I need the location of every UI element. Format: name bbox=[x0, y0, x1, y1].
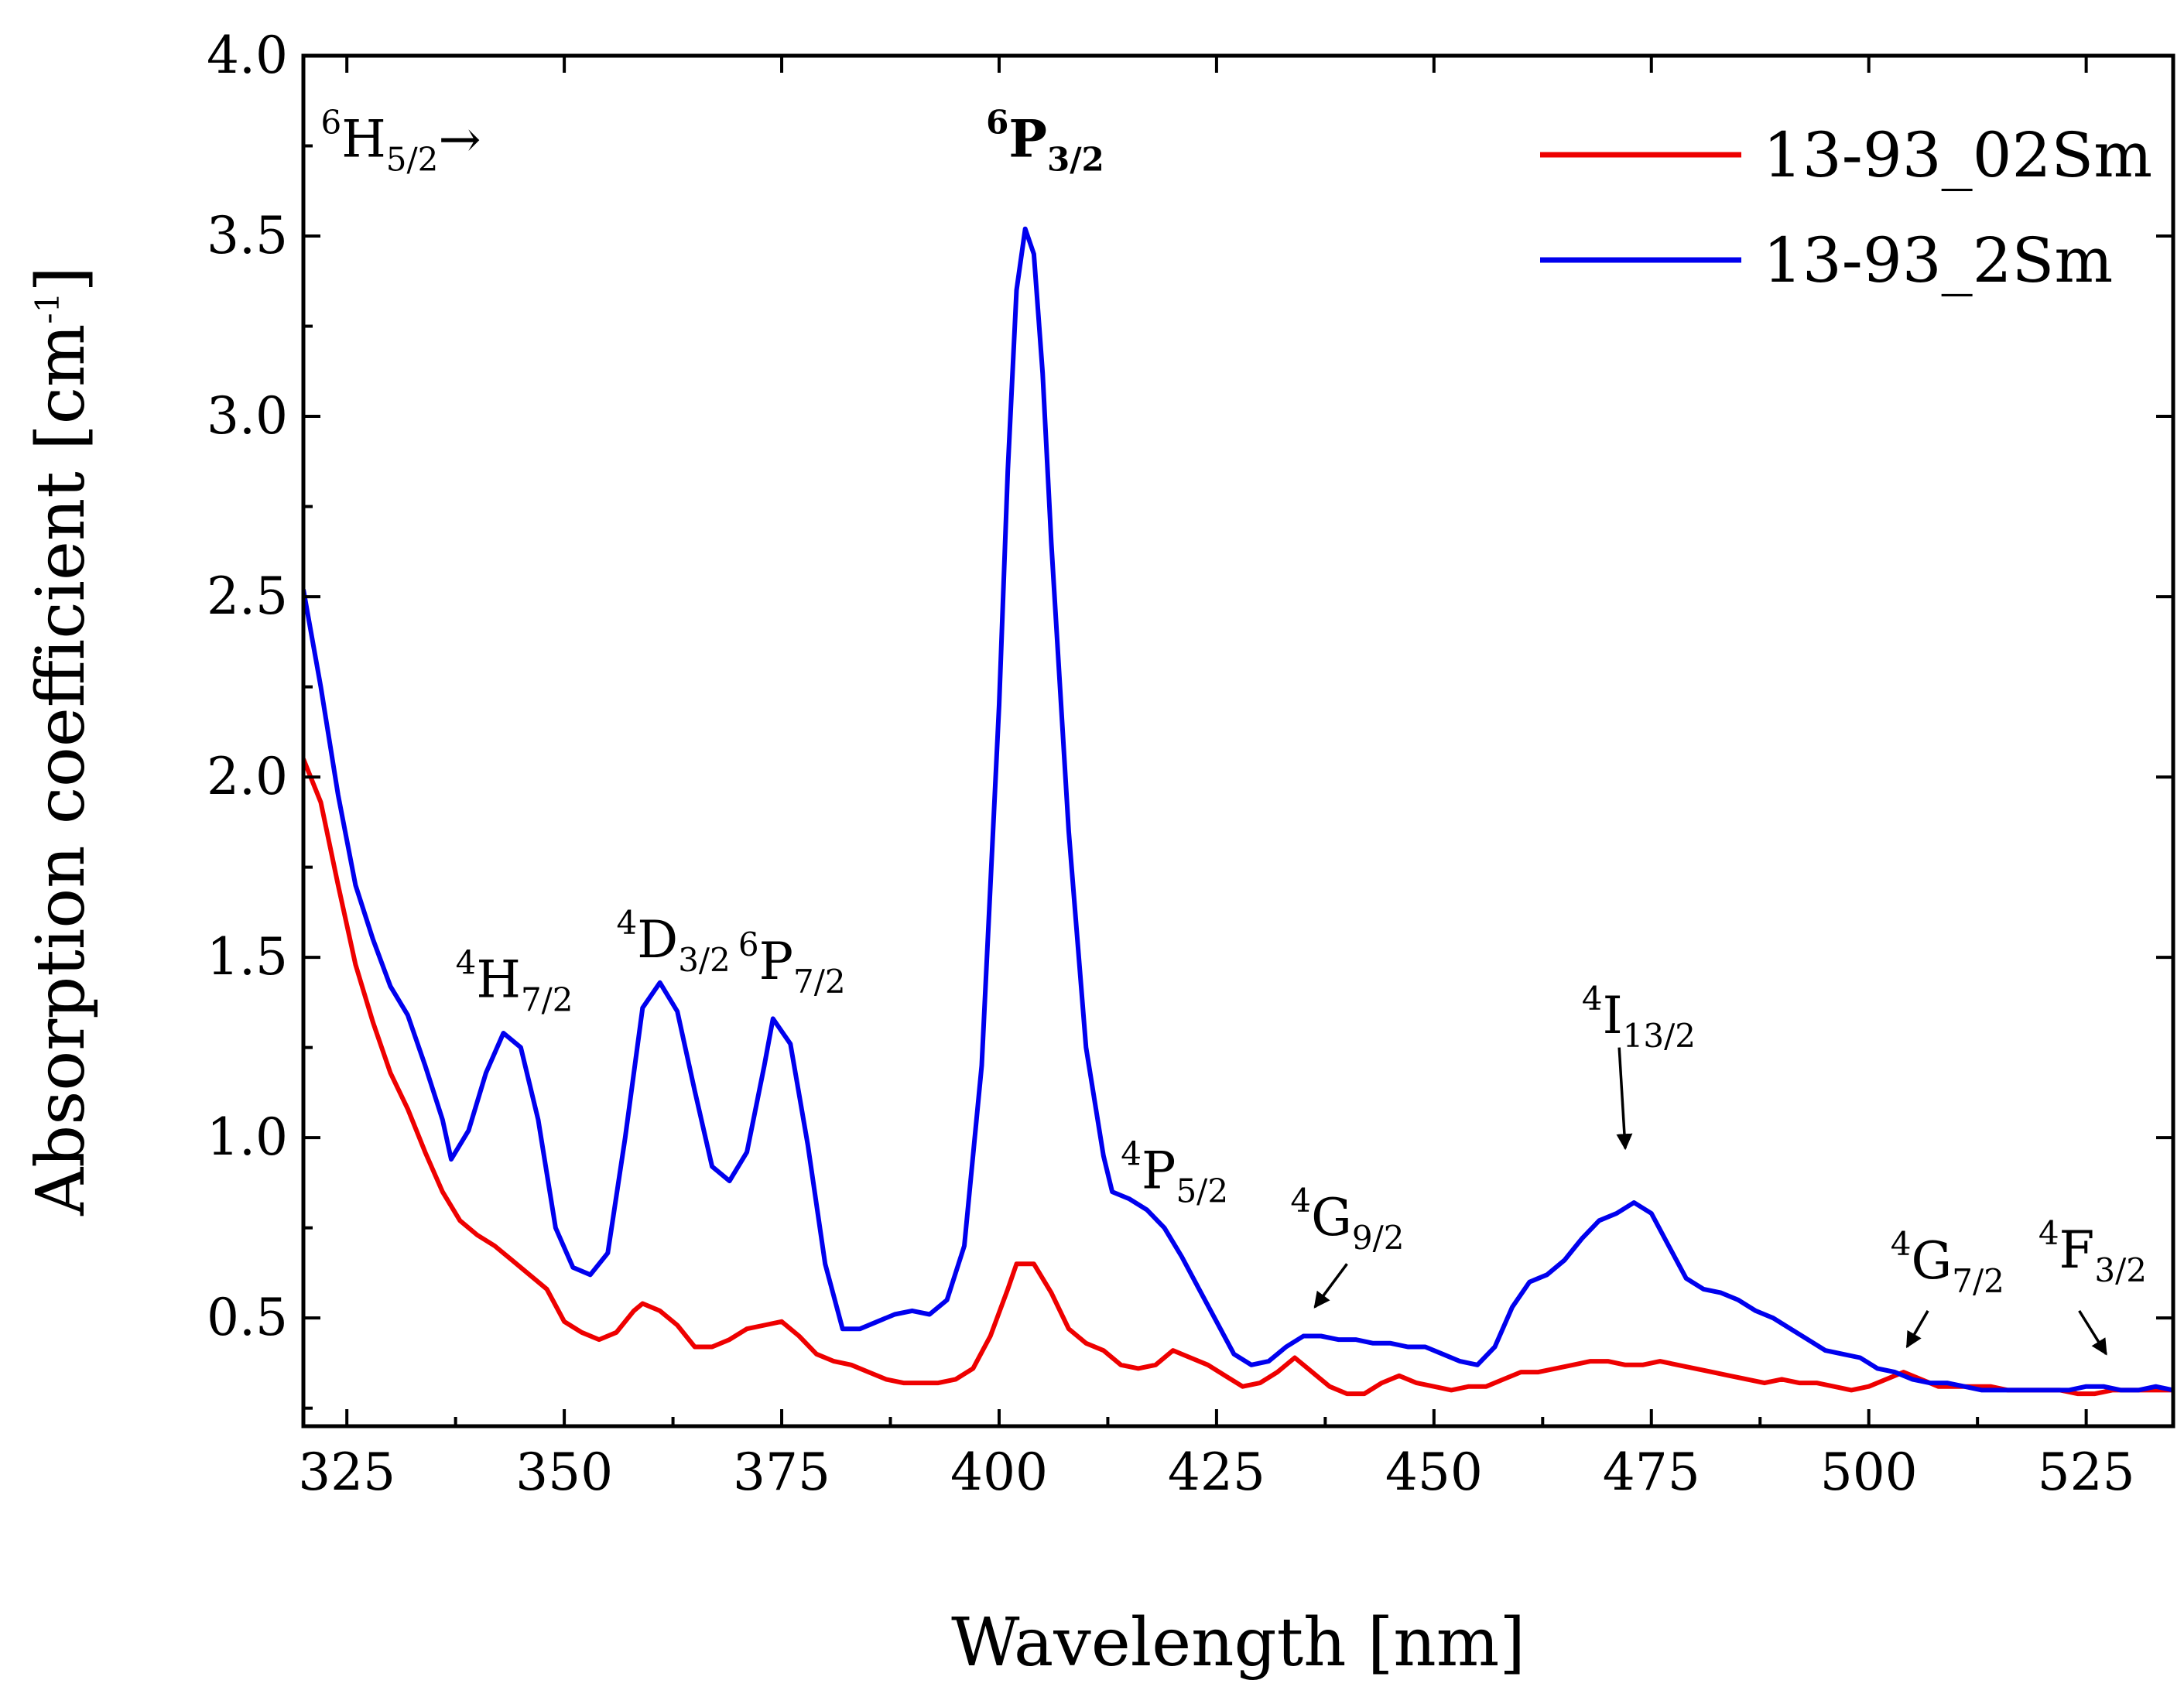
annotation-subscript: 3/2 bbox=[678, 941, 731, 979]
annotation-subscript: 7/2 bbox=[1952, 1262, 2004, 1300]
y-axis-title-close: ] bbox=[22, 266, 100, 293]
annotation-6H52: 6H5/2→ bbox=[320, 103, 481, 178]
annotation-subscript: 3/2 bbox=[1047, 140, 1104, 178]
annotation-superscript: 4 bbox=[1121, 1134, 1142, 1172]
annotation-base: P bbox=[1142, 1141, 1176, 1200]
annotation-label: 6H5/2→ bbox=[320, 103, 481, 178]
annotation-superscript: 6 bbox=[738, 926, 759, 963]
annotation-subscript: 3/2 bbox=[2094, 1251, 2147, 1289]
annotation-4F32: 4F3/2 bbox=[2039, 1214, 2147, 1356]
y-tick-label: 1.5 bbox=[207, 927, 288, 987]
x-tick-label: 525 bbox=[2038, 1442, 2135, 1502]
annotation-arrow bbox=[1905, 1309, 1929, 1349]
annotation-arrow bbox=[1616, 1047, 1633, 1151]
annotation-subscript: 5/2 bbox=[386, 140, 439, 178]
x-tick-label: 375 bbox=[733, 1442, 830, 1502]
annotation-base: H bbox=[476, 950, 521, 1009]
annotation-subscript: 9/2 bbox=[1352, 1219, 1405, 1257]
y-tick-label: 0.5 bbox=[207, 1288, 288, 1347]
y-tick-label: 1.0 bbox=[207, 1107, 288, 1167]
annotation-arrow bbox=[2078, 1309, 2107, 1356]
annotation-base: P bbox=[759, 932, 793, 991]
annotation-superscript: 4 bbox=[456, 943, 477, 981]
y-tick-label: 3.0 bbox=[207, 386, 288, 446]
annotation-subscript: 13/2 bbox=[1623, 1017, 1696, 1055]
y-axis-title-exponent: -1 bbox=[29, 293, 67, 324]
annotation-label: 4I13/2 bbox=[1582, 980, 1696, 1055]
y-axis-title-main: Absorption coefficient [cm bbox=[22, 324, 100, 1216]
legend-label-1: 13-93_02Sm bbox=[1763, 119, 2152, 191]
annotation-6P72: 6P7/2 bbox=[738, 926, 846, 1001]
series-line-2 bbox=[303, 226, 2173, 1393]
annotation-base: F bbox=[2059, 1220, 2095, 1280]
annotation-4D32: 4D3/2 bbox=[617, 904, 731, 979]
x-tick-label: 325 bbox=[298, 1442, 395, 1502]
annotation-superscript: 4 bbox=[1582, 980, 1603, 1018]
annotation-superscript: 4 bbox=[617, 904, 638, 942]
y-tick-label: 2.5 bbox=[207, 566, 288, 626]
y-tick-label: 2.0 bbox=[207, 747, 288, 806]
annotation-label: 4D3/2 bbox=[617, 904, 731, 979]
annotation-base: H bbox=[341, 109, 386, 169]
annotation-base: G bbox=[1912, 1231, 1953, 1291]
annotation-base: D bbox=[637, 910, 678, 970]
series-line-1 bbox=[303, 758, 2173, 1397]
x-tick-label: 475 bbox=[1603, 1442, 1700, 1502]
annotation-label: 4H7/2 bbox=[456, 943, 573, 1018]
annotation-superscript: 4 bbox=[2039, 1214, 2059, 1252]
annotation-label: 4G9/2 bbox=[1290, 1182, 1404, 1257]
y-tick-label: 4.0 bbox=[207, 26, 288, 85]
annotation-label: 4F3/2 bbox=[2039, 1214, 2147, 1289]
annotation-base: G bbox=[1311, 1188, 1352, 1247]
x-tick-label: 450 bbox=[1385, 1442, 1483, 1502]
annotation-base: P bbox=[1008, 108, 1047, 169]
annotation-4G72: 4G7/2 bbox=[1891, 1225, 2004, 1349]
x-tick-label: 400 bbox=[950, 1442, 1048, 1502]
annotation-label: 4G7/2 bbox=[1891, 1225, 2004, 1300]
annotation-label: 4P5/2 bbox=[1121, 1134, 1228, 1210]
plot-area-frame bbox=[301, 53, 2175, 1429]
annotation-subscript: 7/2 bbox=[521, 980, 573, 1018]
annotation-4G92: 4G9/2 bbox=[1290, 1182, 1404, 1309]
annotation-4I132: 4I13/2 bbox=[1582, 980, 1696, 1151]
x-tick-label: 425 bbox=[1168, 1442, 1265, 1502]
annotation-subscript: 7/2 bbox=[793, 963, 846, 1001]
annotation-6P32: 6P3/2 bbox=[986, 103, 1104, 178]
annotation-label: 6P7/2 bbox=[738, 926, 846, 1001]
annotation-superscript: 6 bbox=[986, 103, 1008, 141]
annotation-4P52: 4P5/2 bbox=[1121, 1134, 1228, 1210]
annotation-label: 6P3/2 bbox=[986, 103, 1104, 178]
annotation-4H72: 4H7/2 bbox=[456, 943, 573, 1018]
y-tick-label: 3.5 bbox=[207, 206, 288, 265]
annotation-superscript: 6 bbox=[320, 103, 341, 141]
y-axis-title: Absorption coefficient [cm-1] bbox=[22, 266, 100, 1216]
x-tick-label: 500 bbox=[1820, 1442, 1918, 1502]
x-tick-label: 350 bbox=[515, 1442, 613, 1502]
annotation-superscript: 4 bbox=[1290, 1182, 1311, 1220]
x-axis-title: Wavelength [nm] bbox=[951, 1604, 1525, 1682]
annotation-arrow bbox=[1313, 1263, 1348, 1309]
annotation-superscript: 4 bbox=[1891, 1225, 1912, 1263]
legend-label-2: 13-93_2Sm bbox=[1763, 224, 2113, 296]
annotation-subscript: 5/2 bbox=[1176, 1172, 1228, 1210]
annotation-base: I bbox=[1603, 986, 1623, 1045]
legend: 13-93_02Sm 13-93_2Sm bbox=[1540, 119, 2152, 296]
annotation-arrow-glyph: → bbox=[438, 109, 481, 169]
